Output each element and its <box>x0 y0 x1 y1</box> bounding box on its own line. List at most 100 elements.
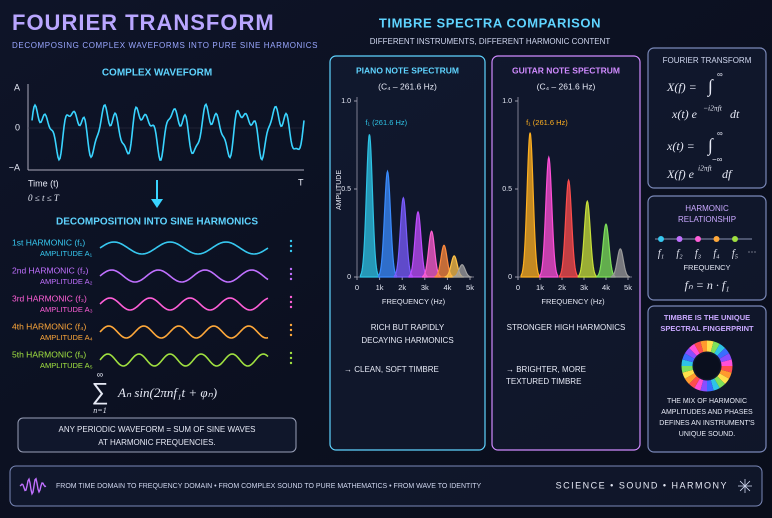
harmonic-name: 5th HARMONIC (f₅) <box>12 349 86 359</box>
fingerprint-ring <box>682 353 695 363</box>
x-tick-label: 2k <box>558 283 566 292</box>
y-tick-label: 1.0 <box>341 98 351 105</box>
caption: STRONGER HIGH HARMONICS <box>507 323 626 332</box>
footer-box <box>9 465 763 507</box>
fingerprint-ring <box>700 379 708 392</box>
harmonic-amplitude: AMPLITUDE A₁ <box>40 249 93 258</box>
result: → CLEAN, SOFT TIMBRE <box>344 365 439 374</box>
y-tick-label: 0 <box>347 274 351 281</box>
harmonic-amplitude: AMPLITUDE A₄ <box>40 333 93 342</box>
panel-subtitle: (C₄ – 261.6 Hz) <box>537 81 596 91</box>
dot <box>289 361 293 365</box>
y-tick-label: 1.0 <box>502 98 512 105</box>
x-tick-label: 5k <box>466 283 474 292</box>
fingerprint-ring <box>688 343 700 356</box>
fingerprint-ring <box>684 347 697 359</box>
x-tick-label: 1k <box>536 283 544 292</box>
integral-limit: ∞ <box>717 70 723 79</box>
caption: RICH BUT RAPIDLY <box>371 323 445 332</box>
sum-limit: ∞ <box>97 369 103 379</box>
section-title: TIMBRE SPECTRA COMPARISON <box>379 15 601 30</box>
star-icon <box>739 480 751 492</box>
fingerprint-ring <box>717 373 730 385</box>
panel-title: GUITAR NOTE SPECTRUM <box>512 65 620 75</box>
fingerprint-ring <box>714 376 726 389</box>
ellipsis: ··· <box>748 246 757 256</box>
fingerprint-ring <box>681 365 694 373</box>
note-box <box>17 417 297 453</box>
spectrum-peak <box>577 199 597 278</box>
y-tick-label: 0 <box>508 274 512 281</box>
harmonic-name: 2nd HARMONIC (f₂) <box>12 265 89 275</box>
fingerprint-text: THE MIX OF HARMONIC <box>667 398 747 405</box>
note-text: ANY PERIODIC WAVEFORM = SUM OF SINE WAVE… <box>59 425 256 434</box>
footer-text: FROM TIME DOMAIN TO FREQUENCY DOMAIN • F… <box>56 483 482 490</box>
relationship-box <box>647 195 767 301</box>
peak-annotation: f₁ (261.6 Hz) <box>365 118 407 127</box>
harmonic-amplitude: AMPLITUDE A₂ <box>40 277 93 286</box>
dot <box>289 277 293 281</box>
section-subtitle: DIFFERENT INSTRUMENTS, DIFFERENT HARMONI… <box>370 37 611 46</box>
spectrum-peak <box>596 223 616 278</box>
fingerprint-ring <box>710 341 720 354</box>
formula: x(t) = <box>666 139 695 153</box>
harmonic-label: f₃ <box>695 248 702 259</box>
x-tick-label: 0 <box>516 283 520 292</box>
fingerprint-ring <box>719 369 732 379</box>
sine-wave <box>99 353 269 367</box>
dot <box>289 249 293 253</box>
result: TEXTURED TIMBRE <box>506 377 581 386</box>
sum-symbol: ∑ <box>91 378 108 405</box>
sine-wave <box>99 241 269 255</box>
formula: df <box>722 167 733 181</box>
dot <box>289 333 293 337</box>
dot <box>289 323 293 327</box>
y-tick-label: 0.5 <box>341 186 351 193</box>
integral-limit: ∞ <box>717 129 723 138</box>
dot <box>289 295 293 299</box>
dot <box>289 244 293 248</box>
x-tick-label: 4k <box>602 283 610 292</box>
spectrum-peak <box>452 264 472 278</box>
integral: ∫ <box>707 135 714 156</box>
dot <box>289 267 293 271</box>
axis-label: T <box>298 177 304 187</box>
fingerprint-ring <box>717 347 730 359</box>
x-tick-label: 0 <box>355 283 359 292</box>
box-title: FOURIER TRANSFORM <box>663 56 752 65</box>
sine-wave <box>99 325 269 339</box>
panel-subtitle: (C₄ – 261.6 Hz) <box>378 81 437 91</box>
formula-exponent: −i2πft <box>703 104 723 113</box>
dot <box>289 356 293 360</box>
axis-label: A <box>14 82 20 92</box>
section-title: COMPLEX WAVEFORM <box>102 68 212 79</box>
panel-title: PIANO NOTE SPECTRUM <box>356 65 459 75</box>
integral-limit: −∞ <box>712 155 723 164</box>
fingerprint-ring <box>694 378 704 391</box>
spectrum-peak <box>393 196 413 278</box>
section-title: DECOMPOSITION INTO SINE HARMONICS <box>56 217 258 228</box>
fingerprint-text: AMPLITUDES AND PHASES <box>661 409 753 416</box>
formula-box <box>647 47 767 189</box>
harmonic-label: f₁ <box>658 248 664 259</box>
sum-formula: Aₙ sin(2πnf₁t + φₙ) <box>117 385 217 400</box>
integral: ∫ <box>707 76 714 97</box>
fingerprint-ring <box>706 340 714 353</box>
fingerprint-core <box>694 353 720 379</box>
sine-wave <box>99 297 269 311</box>
formula: fₙ = n · f₁ <box>685 278 730 292</box>
dot <box>289 272 293 276</box>
x-tick-label: 5k <box>624 283 632 292</box>
formula: X(f) e <box>666 167 695 181</box>
spectrum-peak <box>377 169 398 278</box>
main-title: FOURIER TRANSFORM <box>12 10 275 35</box>
spectrum-peak <box>520 132 540 278</box>
fingerprint-ring <box>720 359 733 367</box>
spectrum-peak <box>359 134 380 278</box>
fingerprint-ring <box>682 369 695 379</box>
harmonic-name: 1st HARMONIC (f₁) <box>12 237 85 247</box>
harmonic-label: f₄ <box>713 248 720 259</box>
formula-exponent: i2πft <box>698 164 713 173</box>
footer-tagline: SCIENCE • SOUND • HARMONY <box>556 480 728 490</box>
